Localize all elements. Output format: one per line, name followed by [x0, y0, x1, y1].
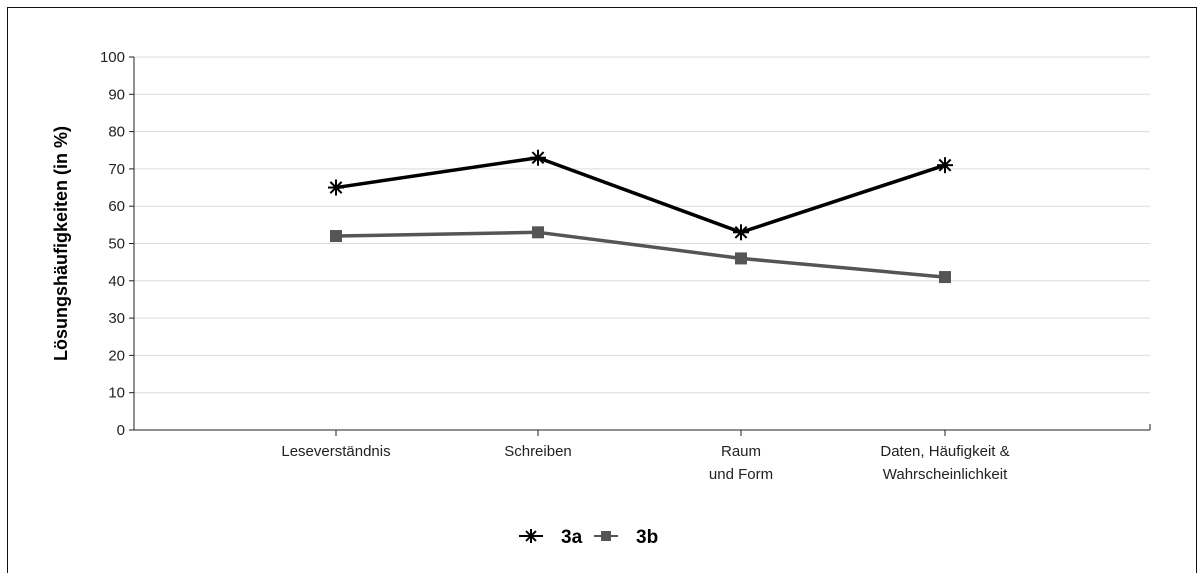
legend-label-3b: 3b	[636, 527, 658, 548]
y-tick-label: 50	[108, 236, 125, 253]
data-point-3a	[937, 157, 953, 174]
y-tick-label: 0	[117, 422, 125, 439]
data-point-3a	[328, 179, 344, 196]
y-tick-label: 60	[108, 198, 125, 215]
legend-marker-3b	[601, 531, 611, 541]
x-tick-label: Schreiben	[504, 443, 572, 460]
y-tick-label: 70	[108, 161, 125, 178]
y-tick-label: 20	[108, 347, 125, 364]
y-tick-label: 10	[108, 385, 125, 402]
legend-label-3a: 3a	[561, 527, 583, 548]
x-tick-labels: Leseverständnis Schreiben Raum und Form Date…	[281, 443, 1009, 483]
x-tick-label: Raum	[721, 443, 761, 460]
data-point-3a	[733, 224, 749, 241]
data-point-3b	[735, 252, 747, 265]
series-line-3a	[335, 155, 946, 235]
y-tick-labels: 0 10 20 30 40 50 60 70 80 90 100	[100, 49, 125, 439]
x-tick-label: und Form	[709, 466, 773, 483]
data-point-3b	[939, 271, 951, 284]
gridlines	[129, 56, 1150, 431]
y-tick-label: 90	[108, 86, 125, 103]
legend-marker-3a	[524, 529, 538, 543]
y-tick-label: 100	[100, 49, 125, 66]
y-tick-label: 40	[108, 273, 125, 290]
data-point-3b	[330, 230, 342, 243]
data-point-3b	[532, 226, 544, 239]
series-group	[328, 149, 953, 284]
x-tick-label: Daten, Häufigkeit &	[880, 443, 1009, 460]
series-line-3b	[335, 230, 946, 279]
legend: 3a 3b	[519, 527, 658, 548]
y-axis-label: Lösungshäufigkeiten (in %)	[51, 126, 71, 361]
y-tick-label: 80	[108, 124, 125, 141]
data-point-3a	[530, 149, 546, 166]
y-tick-label: 30	[108, 310, 125, 327]
axes	[133, 57, 1151, 436]
x-tick-label: Leseverständnis	[281, 443, 390, 460]
x-tick-label: Wahrscheinlichkeit	[883, 466, 1008, 483]
